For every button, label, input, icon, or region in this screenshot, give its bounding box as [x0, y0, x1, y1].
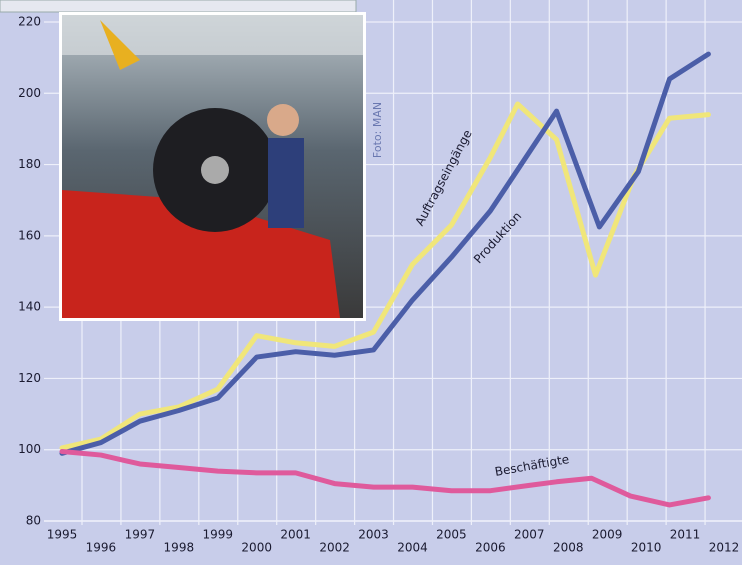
- x-tick-label: 2009: [592, 528, 623, 542]
- x-tick-label: 2000: [241, 541, 272, 555]
- y-tick-label: 80: [26, 514, 41, 528]
- x-tick-label: 2011: [670, 528, 701, 542]
- photo-worker: [268, 138, 304, 228]
- photo: [59, 12, 366, 321]
- x-tick-label: 2006: [475, 541, 506, 555]
- top-band: [0, 0, 357, 13]
- photo-head: [267, 104, 299, 136]
- x-tick-label: 1995: [47, 528, 78, 542]
- x-tick-label: 2001: [280, 528, 311, 542]
- x-tick-label: 1998: [164, 541, 195, 555]
- x-tick-label: 1999: [202, 528, 233, 542]
- x-tick-label: 2003: [358, 528, 389, 542]
- x-tick-label: 2010: [631, 541, 662, 555]
- x-tick-label: 2004: [397, 541, 428, 555]
- y-tick-label: 100: [18, 442, 41, 456]
- lines: [59, 51, 711, 508]
- x-tick-label: 2002: [319, 541, 350, 555]
- y-tick-label: 140: [18, 300, 41, 314]
- y-tick-label: 180: [18, 157, 41, 171]
- x-tick-label: 2008: [553, 541, 584, 555]
- x-tick-label: 2005: [436, 528, 467, 542]
- series-line: [59, 51, 711, 456]
- y-tick-label: 200: [18, 86, 41, 100]
- x-tick-label: 1997: [125, 528, 156, 542]
- series-line: [59, 448, 711, 508]
- photo-hook: [100, 20, 140, 70]
- y-tick-label: 120: [18, 371, 41, 385]
- y-tick-label: 160: [18, 228, 41, 242]
- x-tick-label: 2012: [709, 541, 740, 555]
- photo-credit: Foto: MAN: [371, 102, 384, 158]
- y-tick-label: 220: [18, 15, 41, 29]
- photo-hub: [201, 156, 229, 184]
- series-line: [59, 101, 711, 451]
- x-tick-label: 2007: [514, 528, 545, 542]
- x-tick-label: 1996: [86, 541, 117, 555]
